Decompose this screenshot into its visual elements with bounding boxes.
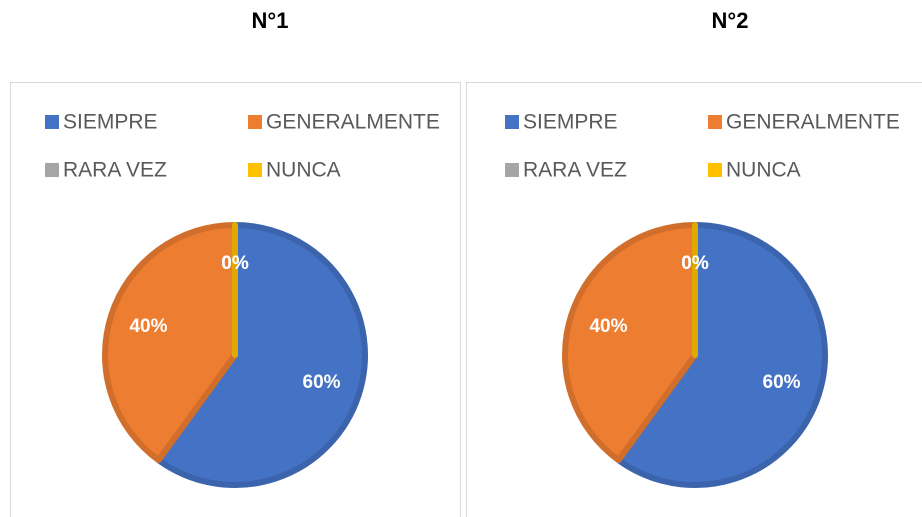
data-label: 0% <box>221 253 249 274</box>
data-label: 0% <box>681 253 709 274</box>
legend-label: GENERALMENTE <box>726 111 900 134</box>
data-label: 40% <box>589 316 627 337</box>
chart-title: N°2 <box>712 8 749 33</box>
legend-label: SIEMPRE <box>63 111 158 134</box>
legend-swatch <box>248 115 262 129</box>
pie-slice <box>155 222 368 488</box>
legend-label: SIEMPRE <box>523 111 618 134</box>
data-label: 60% <box>303 372 341 393</box>
legend-swatch <box>505 163 519 177</box>
legend-label: RARA VEZ <box>63 159 167 182</box>
legend-swatch <box>708 163 722 177</box>
data-label: 0% <box>221 253 249 274</box>
chart-title: N°1 <box>252 8 289 33</box>
data-label: 40% <box>129 316 167 337</box>
legend-label: GENERALMENTE <box>266 111 440 134</box>
legend-label: NUNCA <box>266 159 341 182</box>
pie-slice <box>102 222 238 464</box>
legend-swatch <box>248 163 262 177</box>
legend-label: NUNCA <box>726 159 801 182</box>
legend-swatch <box>708 115 722 129</box>
pie-slice <box>562 222 698 464</box>
legend-swatch <box>505 115 519 129</box>
data-label: 0% <box>681 253 709 274</box>
pie-slice <box>615 222 828 488</box>
legend-label: RARA VEZ <box>523 159 627 182</box>
legend-swatch <box>45 115 59 129</box>
legend-swatch <box>45 163 59 177</box>
data-label: 60% <box>763 372 801 393</box>
